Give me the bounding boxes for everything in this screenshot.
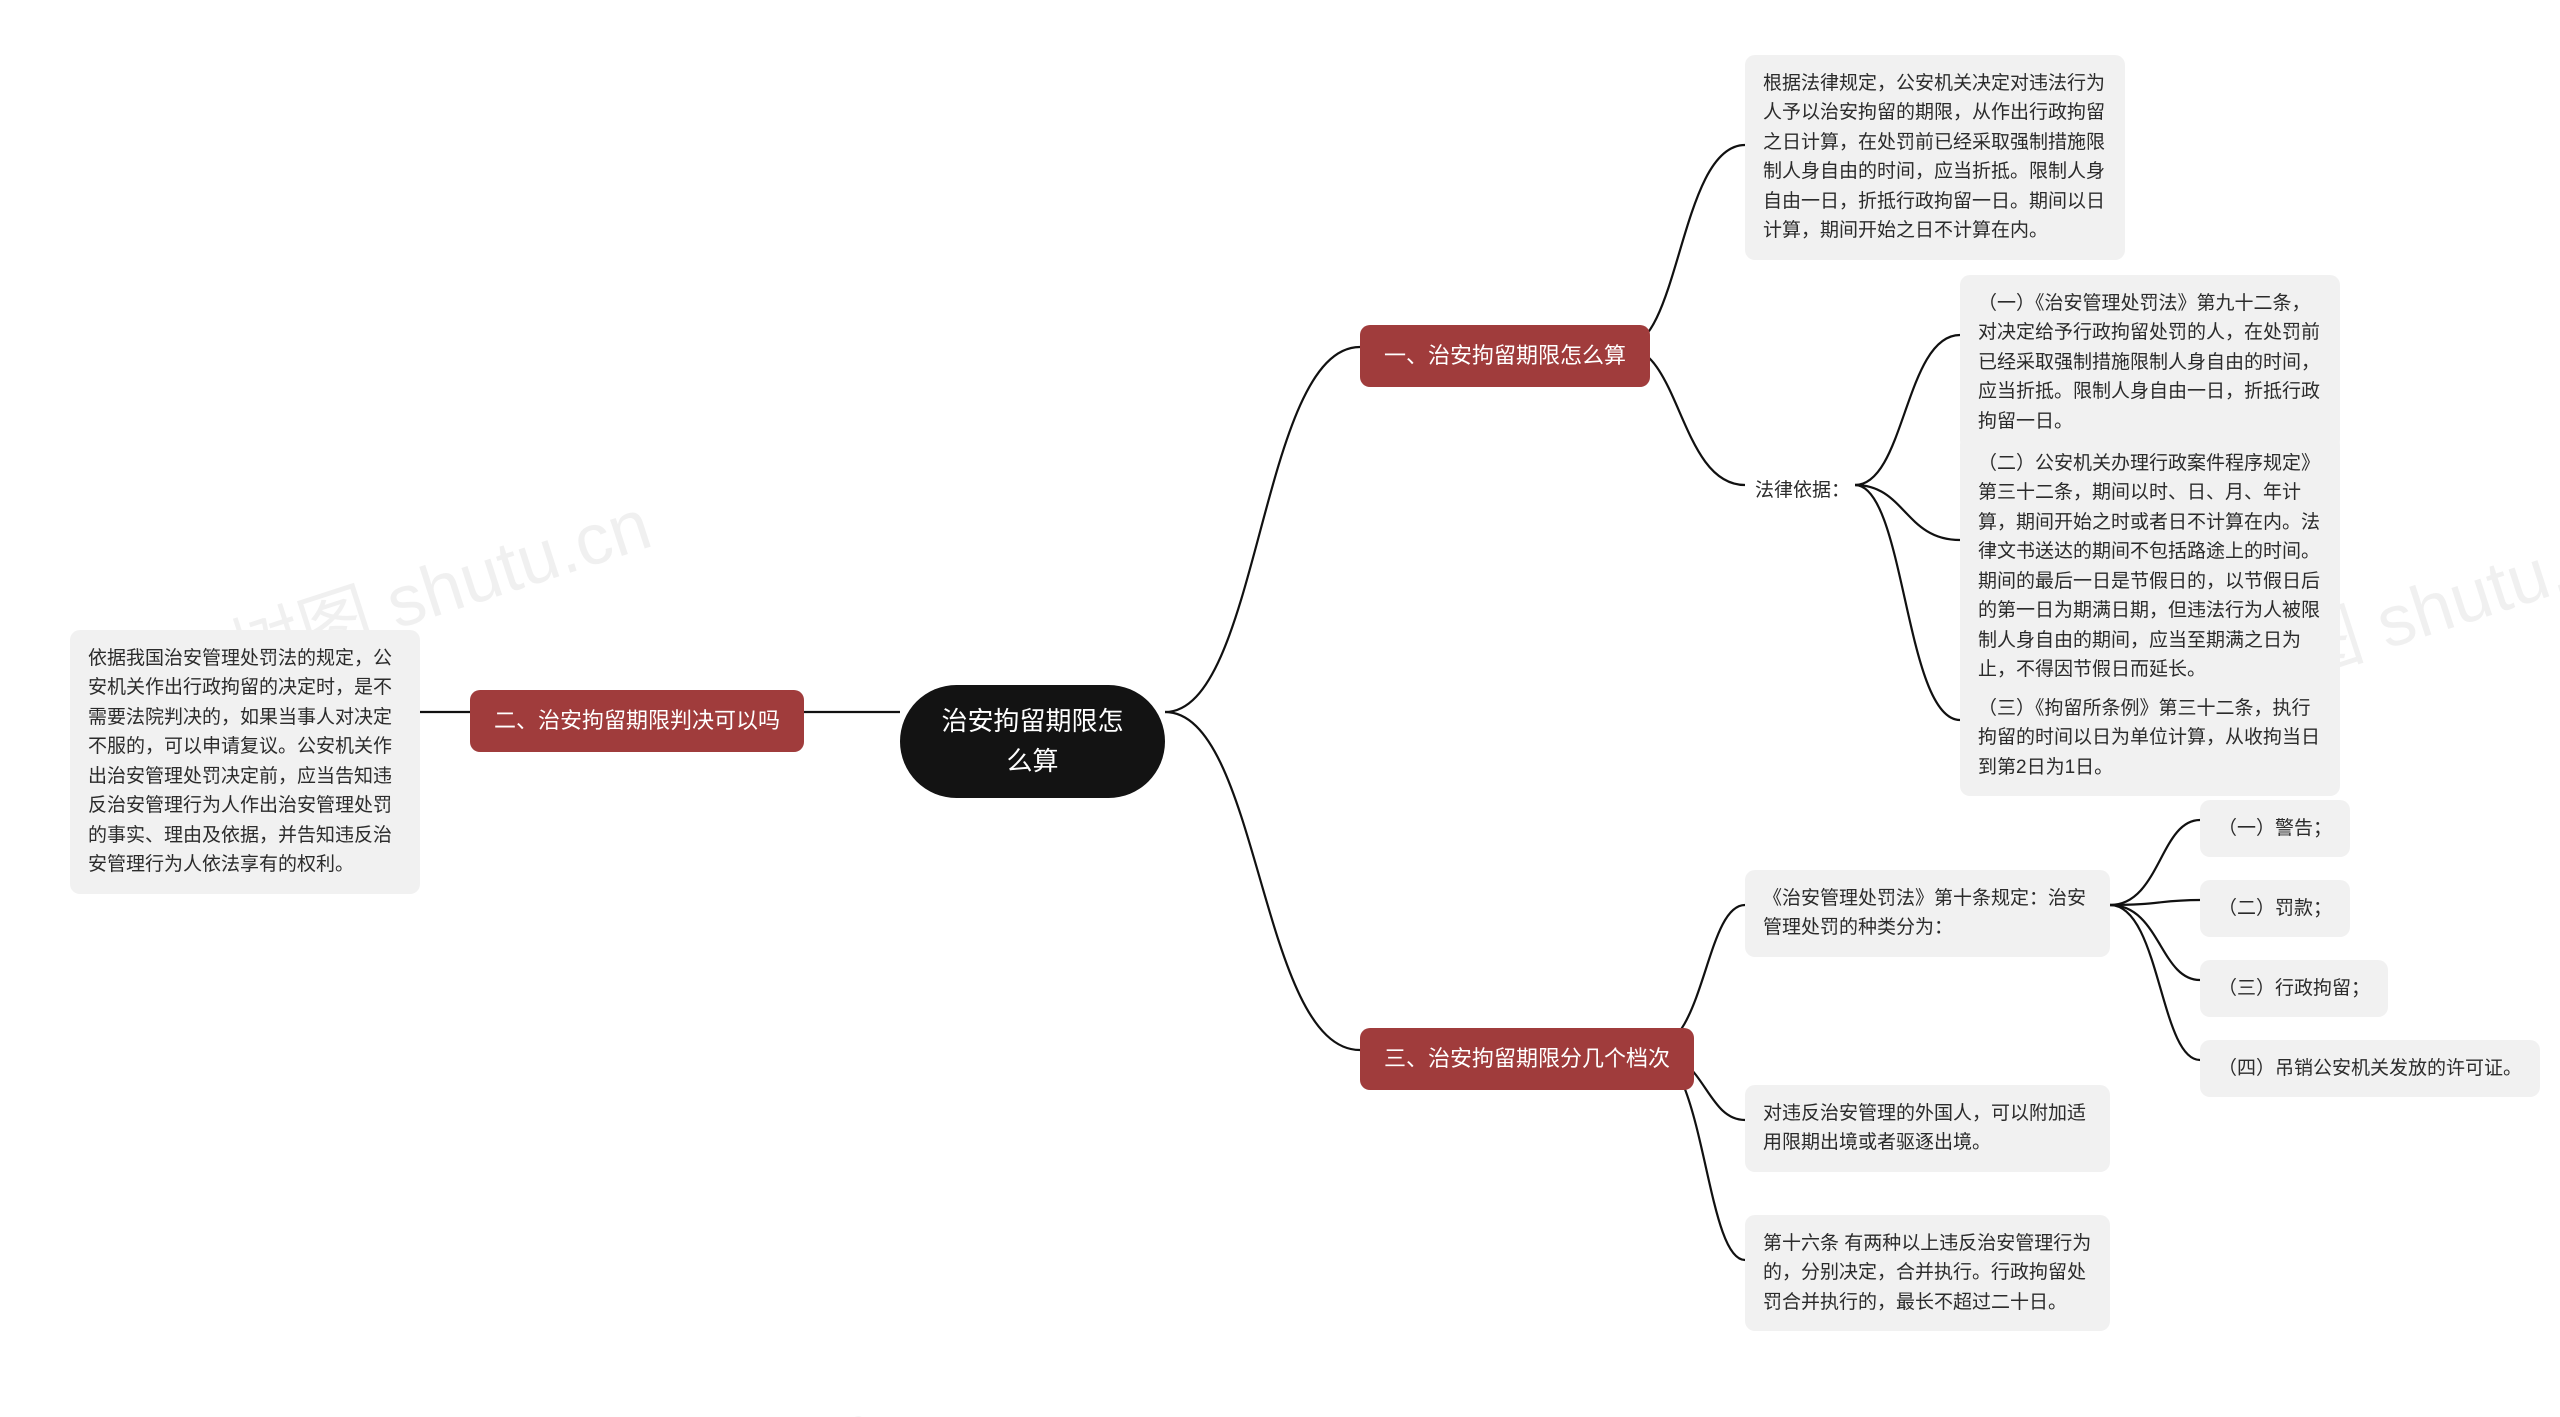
leaf-type-1: （一）警告； (2200, 800, 2350, 857)
branch-how-to-calc: 一、治安拘留期限怎么算 (1360, 325, 1650, 387)
leaf-legal-2: （二）公安机关办理行政案件程序规定》第三十二条，期间以时、日、月、年计算，期间开… (1960, 435, 2340, 699)
leaf-judgment-text: 依据我国治安管理处罚法的规定，公安机关作出行政拘留的决定时，是不需要法院判决的，… (70, 630, 420, 894)
leaf-article-16: 第十六条 有两种以上违反治安管理行为的，分别决定，合并执行。行政拘留处罚合并执行… (1745, 1215, 2110, 1331)
leaf-type-4: （四）吊销公安机关发放的许可证。 (2200, 1040, 2540, 1097)
root-node: 治安拘留期限怎么算 (900, 685, 1165, 798)
branch-levels: 三、治安拘留期限分几个档次 (1360, 1028, 1694, 1090)
watermark-3: .cn (770, 1387, 887, 1417)
branch-judgment: 二、治安拘留期限判决可以吗 (470, 690, 804, 752)
leaf-type-2: （二）罚款； (2200, 880, 2350, 937)
leaf-legal-3: （三）《拘留所条例》第三十二条，执行拘留的时间以日为单位计算，从收拘当日到第2日… (1960, 680, 2340, 796)
sub-legal-basis: 法律依据： (1745, 470, 1860, 511)
leaf-types-head: 《治安管理处罚法》第十条规定：治安管理处罚的种类分为： (1745, 870, 2110, 957)
leaf-legal-1: （一）《治安管理处罚法》第九十二条，对决定给予行政拘留处罚的人，在处罚前已经采取… (1960, 275, 2340, 450)
leaf-type-3: （三）行政拘留； (2200, 960, 2388, 1017)
leaf-calc-main: 根据法律规定，公安机关决定对违法行为人予以治安拘留的期限，从作出行政拘留之日计算… (1745, 55, 2125, 260)
leaf-foreigner: 对违反治安管理的外国人，可以附加适用限期出境或者驱逐出境。 (1745, 1085, 2110, 1172)
